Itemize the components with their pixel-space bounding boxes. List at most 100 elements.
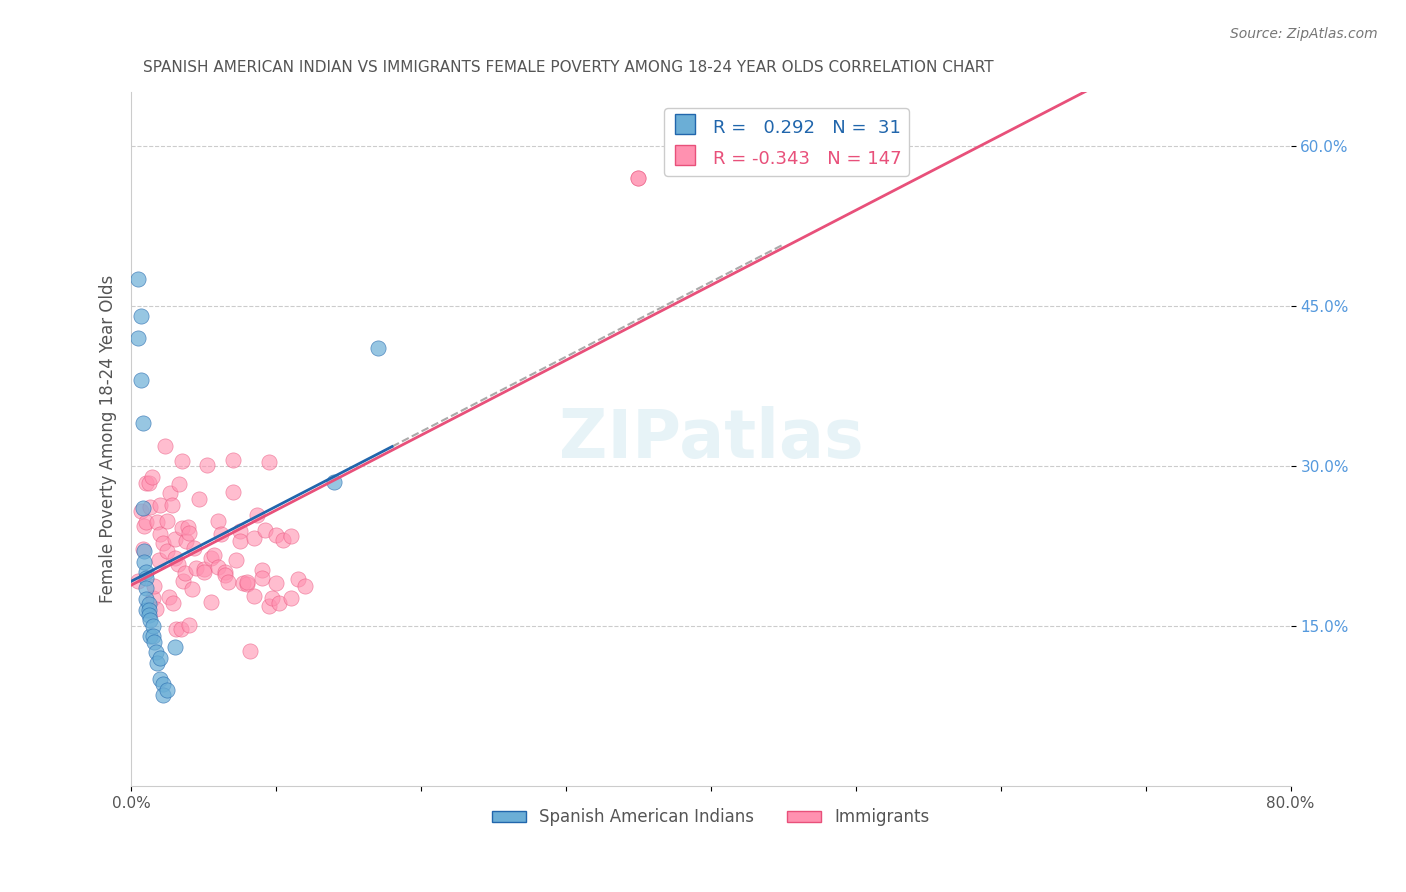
- Point: [157, 590, 180, 604]
- Point: [214, 567, 236, 582]
- Y-axis label: Female Poverty Among 18-24 Year Olds: Female Poverty Among 18-24 Year Olds: [100, 275, 117, 603]
- Point: [135, 571, 157, 585]
- Point: [141, 470, 163, 484]
- Point: [148, 553, 170, 567]
- Point: [156, 544, 179, 558]
- Point: [139, 630, 162, 644]
- Point: [149, 498, 172, 512]
- Point: [243, 531, 266, 545]
- Point: [250, 563, 273, 577]
- Point: [236, 574, 259, 589]
- Point: [280, 591, 302, 605]
- Point: [177, 520, 200, 534]
- Point: [264, 528, 287, 542]
- Point: [132, 501, 155, 516]
- Point: [170, 521, 193, 535]
- Point: [260, 591, 283, 606]
- Point: [128, 272, 150, 286]
- Point: [181, 582, 204, 597]
- Point: [250, 571, 273, 585]
- Point: [134, 518, 156, 533]
- Point: [145, 602, 167, 616]
- Point: [152, 677, 174, 691]
- Point: [209, 527, 232, 541]
- Point: [135, 592, 157, 607]
- Point: [131, 504, 153, 518]
- Point: [135, 566, 157, 580]
- Point: [142, 591, 165, 606]
- Point: [160, 498, 183, 512]
- Point: [294, 579, 316, 593]
- Point: [188, 491, 211, 506]
- Point: [134, 555, 156, 569]
- Point: [627, 170, 650, 185]
- Point: [239, 644, 262, 658]
- Point: [200, 551, 222, 566]
- Point: [146, 656, 169, 670]
- Point: [169, 622, 191, 636]
- Point: [207, 514, 229, 528]
- Point: [131, 310, 153, 324]
- Point: [152, 688, 174, 702]
- Point: [225, 553, 247, 567]
- Point: [132, 542, 155, 557]
- Point: [143, 579, 166, 593]
- Point: [138, 475, 160, 490]
- Point: [257, 599, 280, 613]
- Point: [221, 453, 243, 467]
- Point: [193, 562, 215, 576]
- Point: [152, 536, 174, 550]
- Point: [138, 608, 160, 623]
- Point: [149, 650, 172, 665]
- Point: [142, 630, 165, 644]
- Point: [267, 596, 290, 610]
- Point: [214, 565, 236, 579]
- Point: [229, 533, 252, 548]
- Text: Source: ZipAtlas.com: Source: ZipAtlas.com: [1230, 27, 1378, 41]
- Point: [163, 532, 186, 546]
- Point: [159, 486, 181, 500]
- Point: [138, 603, 160, 617]
- Point: [232, 575, 254, 590]
- Point: [193, 565, 215, 579]
- Point: [183, 541, 205, 555]
- Point: [253, 523, 276, 537]
- Point: [170, 453, 193, 467]
- Point: [323, 475, 346, 489]
- Point: [132, 416, 155, 430]
- Text: ZIPatlas: ZIPatlas: [558, 406, 863, 472]
- Point: [138, 598, 160, 612]
- Point: [149, 672, 172, 686]
- Point: [186, 561, 208, 575]
- Point: [156, 514, 179, 528]
- Point: [134, 544, 156, 558]
- Point: [156, 682, 179, 697]
- Point: [627, 170, 650, 185]
- Point: [166, 558, 188, 572]
- Point: [131, 374, 153, 388]
- Point: [167, 476, 190, 491]
- Point: [229, 524, 252, 538]
- Point: [135, 475, 157, 490]
- Point: [176, 534, 198, 549]
- Point: [128, 574, 150, 588]
- Point: [173, 566, 195, 581]
- Point: [200, 594, 222, 608]
- Point: [165, 623, 187, 637]
- Point: [179, 617, 201, 632]
- Point: [179, 526, 201, 541]
- Point: [149, 526, 172, 541]
- Point: [217, 574, 239, 589]
- Point: [163, 550, 186, 565]
- Point: [236, 576, 259, 591]
- Point: [264, 575, 287, 590]
- Point: [135, 515, 157, 529]
- Point: [280, 529, 302, 543]
- Legend: Spanish American Indians, Immigrants: Spanish American Indians, Immigrants: [486, 802, 936, 833]
- Point: [246, 508, 269, 523]
- Point: [142, 619, 165, 633]
- Point: [128, 331, 150, 345]
- Point: [139, 614, 162, 628]
- Point: [135, 582, 157, 596]
- Point: [287, 572, 309, 586]
